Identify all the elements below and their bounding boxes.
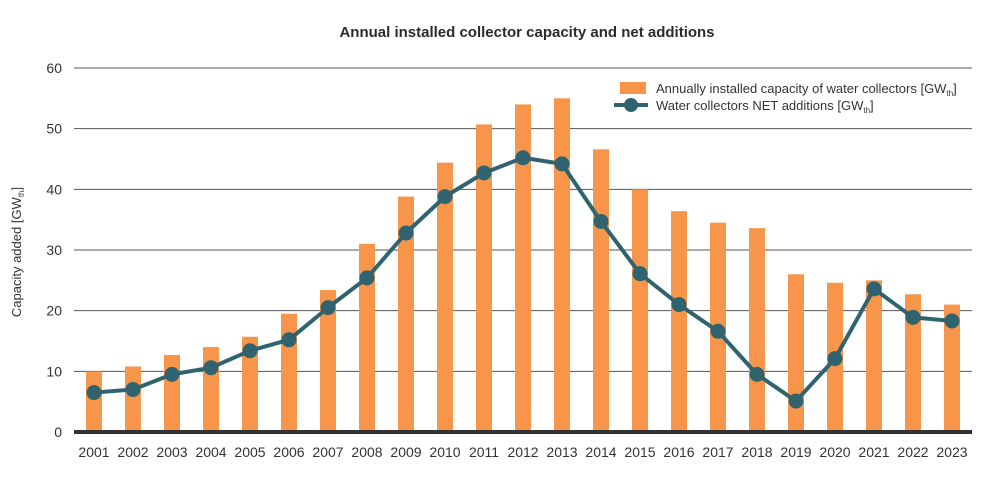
line-point [710, 323, 726, 339]
x-tick-label: 2012 [507, 444, 538, 460]
bar [398, 196, 414, 432]
y-tick-labels: 0 10 20 30 40 50 60 [46, 60, 62, 440]
y-tick-label: 40 [46, 181, 62, 197]
line-point [515, 150, 531, 166]
bar [632, 189, 648, 432]
y-tick-label: 0 [54, 424, 62, 440]
bar [476, 124, 492, 433]
line-point [437, 189, 453, 205]
y-tick-label: 30 [46, 242, 62, 258]
x-tick-label: 2020 [819, 444, 850, 460]
y-tick-label: 10 [46, 363, 62, 379]
legend-line-marker [624, 98, 638, 112]
x-tick-label: 2019 [780, 444, 811, 460]
y-axis-label: Capacity added [GWth] [9, 187, 26, 317]
line-point [164, 366, 180, 382]
bar [944, 304, 960, 432]
bar [281, 313, 297, 432]
y-tick-label: 50 [46, 121, 62, 137]
x-tick-label: 2015 [624, 444, 655, 460]
y-tick-label: 20 [46, 303, 62, 319]
x-tick-labels: 2001 2002 2003 2004 2005 2006 2007 2008 2009 2010… [78, 444, 967, 460]
x-tick-label: 2002 [117, 444, 148, 460]
x-tick-label: 2004 [195, 444, 226, 460]
bar [359, 243, 375, 432]
x-tick-label: 2013 [546, 444, 577, 460]
line-point [827, 351, 843, 367]
x-tick-label: 2016 [663, 444, 694, 460]
line-point [476, 165, 492, 181]
x-tick-label: 2022 [897, 444, 928, 460]
bar [788, 274, 804, 432]
x-tick-label: 2023 [936, 444, 967, 460]
bar [86, 371, 102, 432]
x-tick-label: 2005 [234, 444, 265, 460]
x-tick-label: 2018 [741, 444, 772, 460]
line-point [671, 297, 687, 313]
bar [437, 162, 453, 432]
line-point [281, 332, 297, 348]
x-tick-label: 2021 [858, 444, 889, 460]
bar [125, 366, 141, 432]
line-point [203, 360, 219, 376]
legend: Annually installed capacity of water col… [614, 81, 957, 115]
x-tick-label: 2003 [156, 444, 187, 460]
line-point [788, 393, 804, 409]
y-tick-label: 60 [46, 60, 62, 76]
bar [866, 280, 882, 432]
chart-title: Annual installed collector capacity and … [339, 24, 714, 41]
bar [554, 98, 570, 432]
bar [515, 104, 531, 433]
line-point [125, 382, 141, 398]
line-point [632, 266, 648, 282]
x-tick-label: 2007 [312, 444, 343, 460]
legend-bar-swatch [620, 82, 646, 94]
line-point [905, 309, 921, 325]
x-tick-label: 2008 [351, 444, 382, 460]
line-point [398, 225, 414, 241]
line-point [866, 281, 882, 297]
line-point [242, 343, 258, 359]
bar [203, 347, 219, 432]
bar [749, 228, 765, 432]
line-point [593, 213, 609, 229]
bar [320, 290, 336, 432]
line-point [944, 313, 960, 329]
bar [242, 336, 258, 432]
line-point [554, 156, 570, 172]
x-tick-label: 2001 [78, 444, 109, 460]
x-tick-label: 2011 [469, 444, 499, 460]
bar-series [74, 98, 972, 434]
x-tick-label: 2009 [390, 444, 421, 460]
bar [671, 211, 687, 432]
line-point [86, 385, 102, 401]
line-point [749, 366, 765, 382]
legend-bar-label: Annually installed capacity of water col… [656, 81, 957, 98]
bar [593, 149, 609, 432]
line-point [359, 270, 375, 286]
x-tick-label: 2006 [273, 444, 304, 460]
x-tick-label: 2017 [702, 444, 733, 460]
x-tick-label: 2010 [429, 444, 460, 460]
bar [905, 294, 921, 432]
bar [164, 354, 180, 432]
line-series [86, 150, 960, 409]
x-tick-label: 2014 [585, 444, 616, 460]
line-point [320, 300, 336, 316]
legend-line-label: Water collectors NET additions [GWth] [656, 98, 874, 115]
